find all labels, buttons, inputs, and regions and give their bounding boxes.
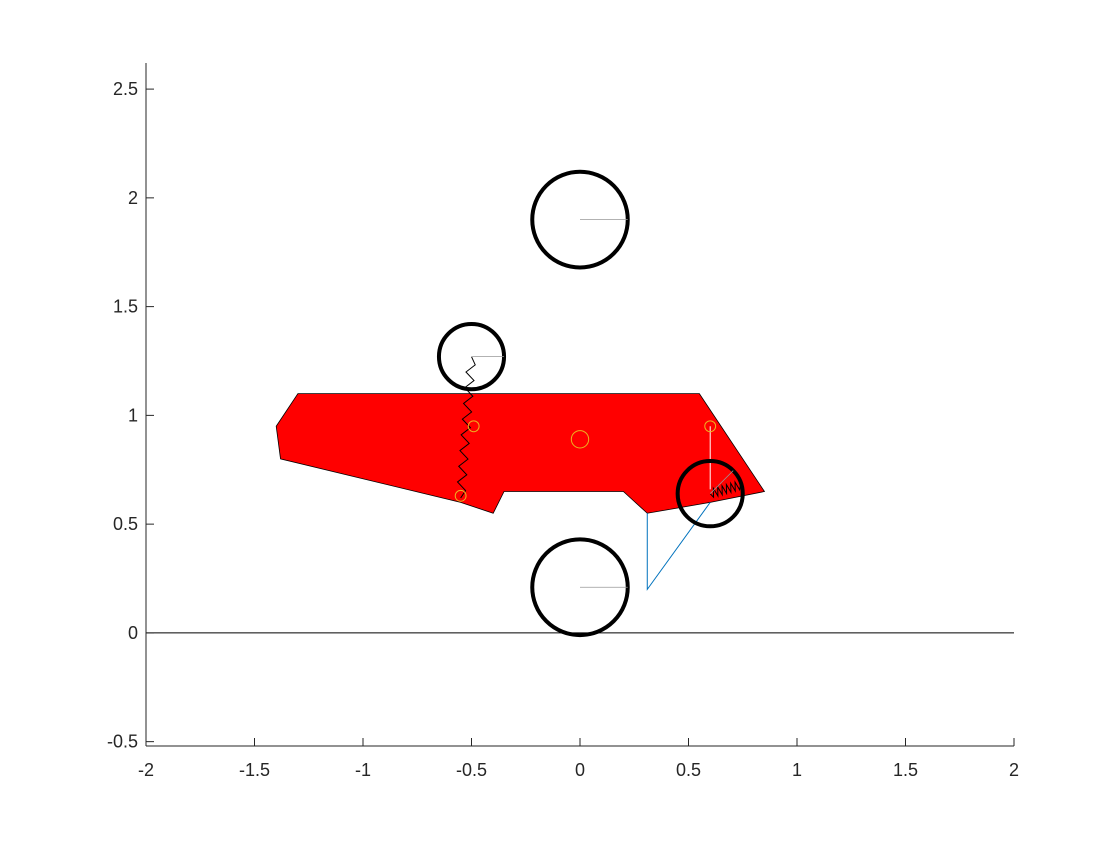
- x-tick-label-3: -0.5: [456, 760, 487, 780]
- y-tick-label-4: 1.5: [113, 297, 138, 317]
- markers-layer: [454, 420, 717, 502]
- wheel-spoke-right: [709, 470, 734, 494]
- y-tick-label-6: 2.5: [113, 79, 138, 99]
- wheel-upper-left: [436, 322, 507, 392]
- x-tick-label-7: 1.5: [893, 760, 918, 780]
- spring-1: [709, 480, 742, 499]
- wheels-layer: [436, 169, 745, 638]
- wheel-right: [675, 459, 745, 529]
- body-polygon: [275, 393, 766, 514]
- y-tick-label-0: -0.5: [107, 732, 138, 752]
- marker-2: [454, 489, 467, 502]
- y-tick-label-3: 1: [128, 405, 138, 425]
- axes-layer: -2 -1.5 -1 -0.5 0 0.5 1 1.5 2 -0.5 0 0.5 1 1.5 2 2.5: [107, 63, 1019, 780]
- spring-0: [456, 356, 476, 499]
- marker-0: [570, 430, 590, 449]
- x-tick-label-2: -1: [355, 760, 371, 780]
- marker-1: [467, 420, 480, 433]
- x-tick-label-6: 1: [792, 760, 802, 780]
- y-tick-label-2: 0.5: [113, 514, 138, 534]
- x-tick-label-5: 0.5: [676, 760, 701, 780]
- x-tick-label-4: 0: [575, 760, 585, 780]
- x-tick-label-8: 2: [1009, 760, 1019, 780]
- y-tick-label-1: 0: [128, 623, 138, 643]
- lines-layer: [456, 356, 742, 591]
- y-tick-label-5: 2: [128, 188, 138, 208]
- marker-3: [704, 420, 717, 433]
- link-line-0: [646, 502, 711, 591]
- x-tick-label-0: -2: [138, 760, 154, 780]
- x-tick-label-1: -1.5: [239, 760, 270, 780]
- body-layer: [275, 393, 766, 514]
